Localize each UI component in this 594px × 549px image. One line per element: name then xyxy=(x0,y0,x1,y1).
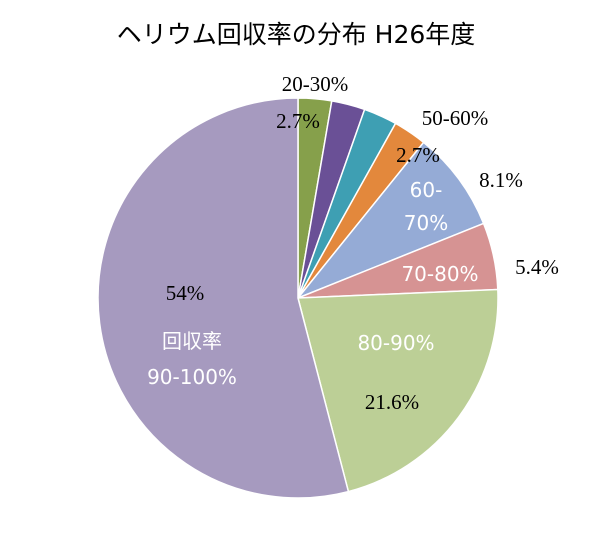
slice-label-60-70-line1: 60- xyxy=(410,178,443,202)
slice-label-20-30: 20-30% xyxy=(282,72,349,96)
pie-slices xyxy=(97,97,499,499)
slice-value-90-100: 54% xyxy=(166,281,205,305)
chart-title: ヘリウム回収率の分布 H26年度 xyxy=(117,20,476,49)
slice-label-50-60: 50-60% xyxy=(422,106,489,130)
slice-label-90-100-line2: 90-100% xyxy=(147,365,237,389)
slice-label-70-80: 70-80% xyxy=(401,262,478,286)
pie-slice-6 xyxy=(297,288,499,493)
pie-slice-4 xyxy=(295,141,485,300)
pie-slice-7 xyxy=(97,97,350,499)
slice-label-80-90: 80-90% xyxy=(357,331,434,355)
slice-value-60-70: 8.1% xyxy=(479,168,523,192)
slice-value-70-80: 5.4% xyxy=(515,255,559,279)
slice-label-90-100-line1: 回収率 xyxy=(162,329,222,353)
slice-label-60-70-line2: 70% xyxy=(404,211,448,235)
pie-labels: 20-30% 2.7% 50-60% 2.7% 60- 70% 8.1% 70-… xyxy=(147,72,559,414)
slice-value-80-90: 21.6% xyxy=(365,390,419,414)
slice-value-20-30: 2.7% xyxy=(276,109,320,133)
slice-value-50-60: 2.7% xyxy=(396,143,440,167)
